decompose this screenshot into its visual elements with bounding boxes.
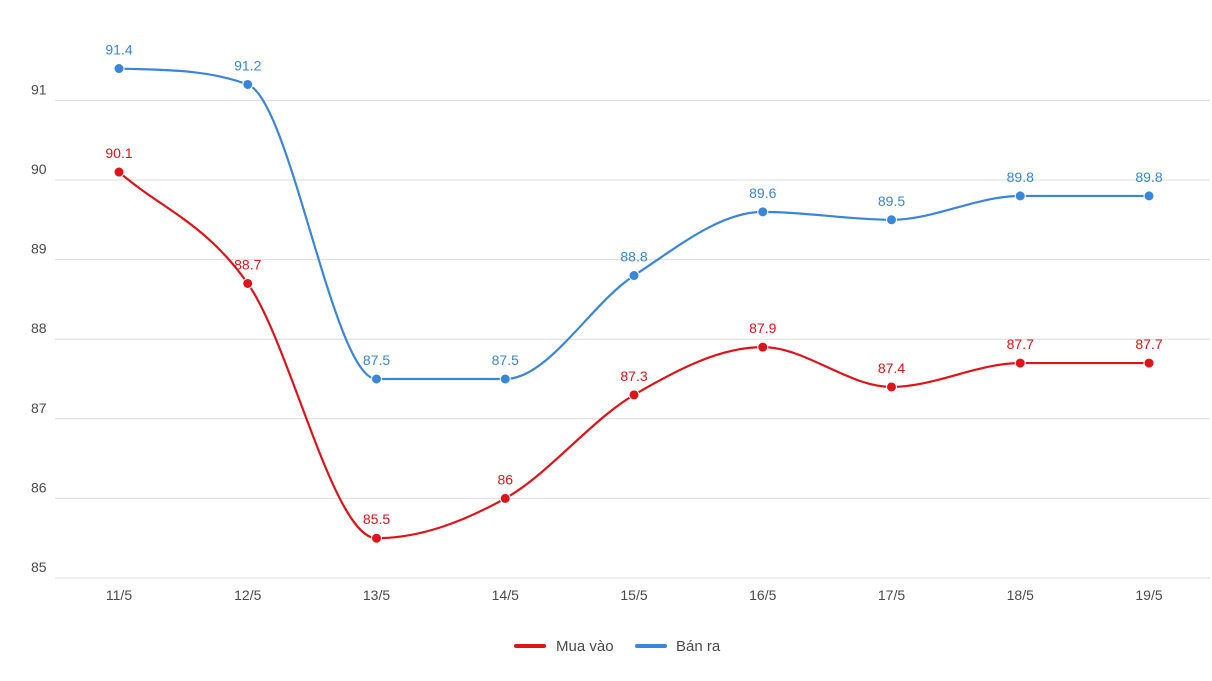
data-point[interactable] (499, 492, 511, 504)
data-label: 87.7 (1007, 336, 1034, 352)
legend-item-mua-vao[interactable]: Mua vào (514, 638, 614, 655)
data-label: 88.8 (620, 249, 647, 265)
x-tick-label: 19/5 (1135, 587, 1162, 603)
data-label: 91.4 (105, 42, 132, 58)
data-label: 89.8 (1007, 169, 1034, 185)
y-tick-label: 89 (31, 241, 47, 257)
x-tick-label: 13/5 (363, 587, 390, 603)
x-tick-label: 11/5 (106, 587, 132, 603)
data-label: 87.5 (492, 352, 519, 368)
data-point[interactable] (757, 341, 769, 353)
y-tick-label: 88 (31, 320, 47, 336)
data-point[interactable] (242, 277, 254, 289)
data-label: 87.5 (363, 352, 390, 368)
data-label: 86 (497, 471, 513, 487)
data-point[interactable] (1143, 357, 1155, 369)
data-label: 90.1 (105, 145, 132, 161)
x-tick-label: 14/5 (492, 587, 519, 603)
legend-item-ban-ra[interactable]: Bán ra (635, 638, 721, 655)
data-point[interactable] (1014, 357, 1026, 369)
legend-label: Mua vào (556, 638, 614, 655)
data-label: 88.7 (234, 256, 261, 272)
x-axis: 11/5 12/5 13/5 14/5 15/5 16/5 17/5 18/5 19/5 (106, 587, 1163, 603)
series: 91.491.287.5 87.588.889.6 89.589.8 89.890.1… (105, 42, 1163, 544)
x-tick-label: 17/5 (878, 587, 905, 603)
data-point[interactable] (628, 270, 640, 282)
data-point[interactable] (757, 206, 769, 218)
y-tick-label: 90 (31, 161, 47, 177)
series-ban-ra: 91.4 91.2 87.5 87.5 88.8 89.6 89.5 89.8 89.8 (105, 42, 1163, 385)
data-point[interactable] (1014, 190, 1026, 202)
y-tick-label: 86 (31, 479, 47, 495)
y-tick-label: 87 (31, 400, 47, 416)
legend: Mua vào Bán ra (514, 638, 721, 655)
x-tick-label: 15/5 (620, 587, 647, 603)
gridlines (55, 99, 1210, 579)
data-point[interactable] (1143, 190, 1155, 202)
data-label: 87.7 (1135, 336, 1162, 352)
series-line (118, 171, 1149, 540)
data-label: 91.2 (234, 57, 261, 73)
data-label: 89.8 (1135, 169, 1162, 185)
data-point[interactable] (242, 78, 254, 90)
data-label: 85.5 (363, 511, 390, 527)
data-point[interactable] (499, 373, 511, 385)
data-point[interactable] (886, 381, 897, 393)
y-axis: 85 86 87 88 89 90 91 (31, 81, 47, 575)
data-point[interactable] (371, 373, 382, 385)
data-point[interactable] (628, 389, 640, 401)
x-tick-label: 18/5 (1007, 587, 1034, 603)
data-point[interactable] (886, 214, 897, 226)
x-tick-label: 16/5 (749, 587, 776, 603)
data-label: 87.9 (749, 320, 776, 336)
data-point[interactable] (113, 63, 125, 75)
series-mua-vao: 90.1 88.7 85.5 86 87.3 87.9 87.4 87.7 87.7 (105, 145, 1163, 544)
series-line (118, 67, 1149, 381)
data-label: 89.5 (878, 193, 905, 209)
data-label: 87.4 (878, 360, 905, 376)
y-tick-label: 85 (31, 559, 47, 575)
data-point[interactable] (113, 166, 125, 178)
data-label: 89.6 (749, 185, 776, 201)
legend-label: Bán ra (676, 638, 721, 655)
x-tick-label: 12/5 (234, 587, 261, 603)
y-tick-label: 91 (31, 81, 47, 97)
data-label: 87.3 (620, 368, 647, 384)
data-point[interactable] (371, 532, 382, 544)
